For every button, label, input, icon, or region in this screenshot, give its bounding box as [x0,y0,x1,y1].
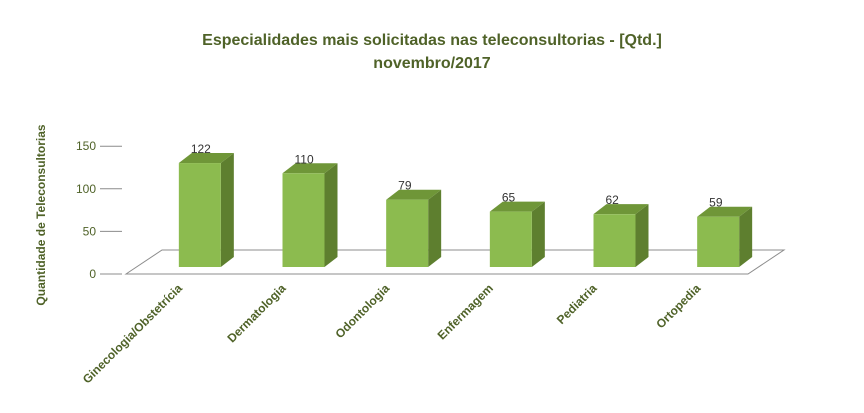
data-label: 110 [295,152,314,166]
bar-top [593,204,649,215]
y-axis: 0 50 100 150 [76,139,122,281]
x-tick-label: Enfermagem [435,281,496,342]
y-tick-label: 0 [89,267,96,281]
bar-top [489,201,545,212]
bar-top [386,189,442,200]
bar-top [178,153,234,164]
bar [697,206,753,267]
data-label: 122 [191,142,211,156]
chart-title-line-1: Especialidades mais solicitadas nas tele… [202,32,662,49]
bar [593,204,649,267]
y-tick-label: 100 [76,182,96,196]
data-label: 59 [709,196,723,210]
y-tick-label: 50 [83,224,97,238]
bar-side [428,189,442,267]
bar-side [739,206,753,267]
x-tick-label: Ortopedia [653,281,703,331]
bar [178,153,234,267]
y-tick-label: 150 [76,139,96,153]
data-label: 65 [502,191,516,205]
bar-front [489,211,532,267]
x-axis: Ginecologia/Obstetrícia Dermatologia Odont… [80,281,704,386]
bar-front [593,214,636,267]
bar-front [178,163,221,267]
bar-front [697,216,740,267]
data-label: 79 [398,179,412,193]
chart-title: Especialidades mais solicitadas nas tele… [202,32,662,72]
x-tick-label: Odontologia [332,281,392,341]
data-label: 62 [606,193,620,207]
x-tick-label: Dermatologia [224,281,288,345]
bar-side [531,201,545,267]
bar-front [386,199,429,267]
bar [386,189,442,267]
bar-side [324,163,338,267]
bar-top [282,163,338,174]
chart-title-line-2: novembro/2017 [373,55,490,72]
x-tick-label: Ginecologia/Obstetrícia [80,281,185,386]
bar-side [220,153,234,267]
bar-top [697,206,753,217]
bar [282,163,338,267]
bar-side [635,204,649,267]
y-axis-label: Quantidade de Teleconsultorias [34,124,48,305]
bars: 122 110 79 65 62 59 [178,142,753,267]
x-tick-label: Pediatria [554,281,600,327]
bar [489,201,545,267]
bar-front [282,173,325,267]
